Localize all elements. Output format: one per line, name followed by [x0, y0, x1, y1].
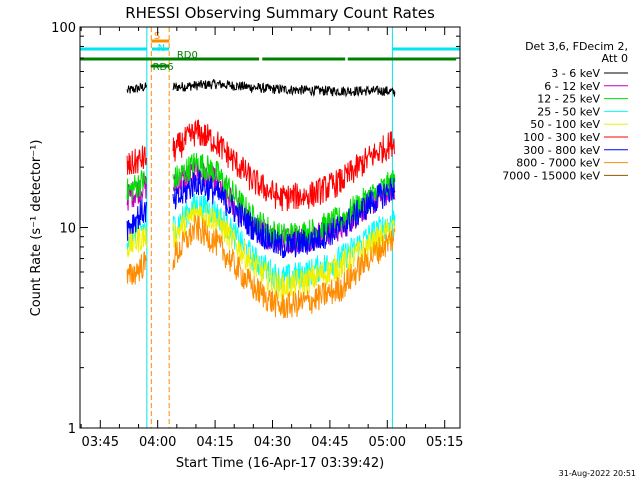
legend-label: 50 - 100 keV	[530, 118, 600, 131]
series-line	[126, 202, 396, 302]
legend-title: Att 0	[602, 52, 628, 65]
x-tick-label: 04:45	[311, 435, 348, 450]
legend-title: Det 3,6, FDecim 2,	[525, 40, 628, 53]
x-tick-label: 04:00	[139, 435, 176, 450]
flag-label-rd6: RD6	[153, 62, 174, 73]
x-tick-label: 04:15	[196, 435, 233, 450]
y-tick-label: 100	[51, 21, 76, 36]
flag-label-s: S	[154, 31, 160, 42]
series-line	[126, 119, 395, 212]
legend-label: 300 - 800 keV	[523, 144, 600, 157]
legend-label: 6 - 12 keV	[544, 80, 600, 93]
series-line	[126, 153, 396, 250]
x-tick-label: 05:00	[369, 435, 406, 450]
x-tick-label: 05:15	[426, 435, 463, 450]
flag-label-n: N	[158, 43, 165, 54]
series-line	[126, 214, 396, 319]
series-line	[126, 78, 396, 98]
x-tick-label: 04:30	[254, 435, 291, 450]
y-tick-label: 10	[59, 222, 76, 237]
footer-stamp: 31-Aug-2022 20:51	[559, 469, 636, 478]
x-axis: 03:45 04:00 04:15 04:30 04:45 05:00 05:15	[80, 27, 463, 450]
chart-title: RHESSI Observing Summary Count Rates	[125, 4, 435, 22]
legend-label: 3 - 6 keV	[551, 67, 600, 80]
legend-label: 800 - 7000 keV	[516, 157, 600, 170]
legend-label: 25 - 50 keV	[537, 105, 600, 118]
x-tick-label: 03:45	[82, 435, 119, 450]
legend-label: 12 - 25 keV	[537, 93, 600, 106]
y-axis: 1 10 100	[51, 21, 460, 437]
series-line	[126, 169, 396, 259]
flag-label-rd0: RD0	[177, 50, 198, 61]
x-axis-label: Start Time (16-Apr-17 03:39:42)	[176, 456, 384, 471]
y-tick-label: 1	[68, 422, 76, 437]
legend-label: 100 - 300 keV	[523, 131, 600, 144]
y-axis-label: Count Rate (s⁻¹ detector⁻¹)	[29, 140, 44, 317]
legend-label: 7000 - 15000 keV	[502, 169, 600, 182]
